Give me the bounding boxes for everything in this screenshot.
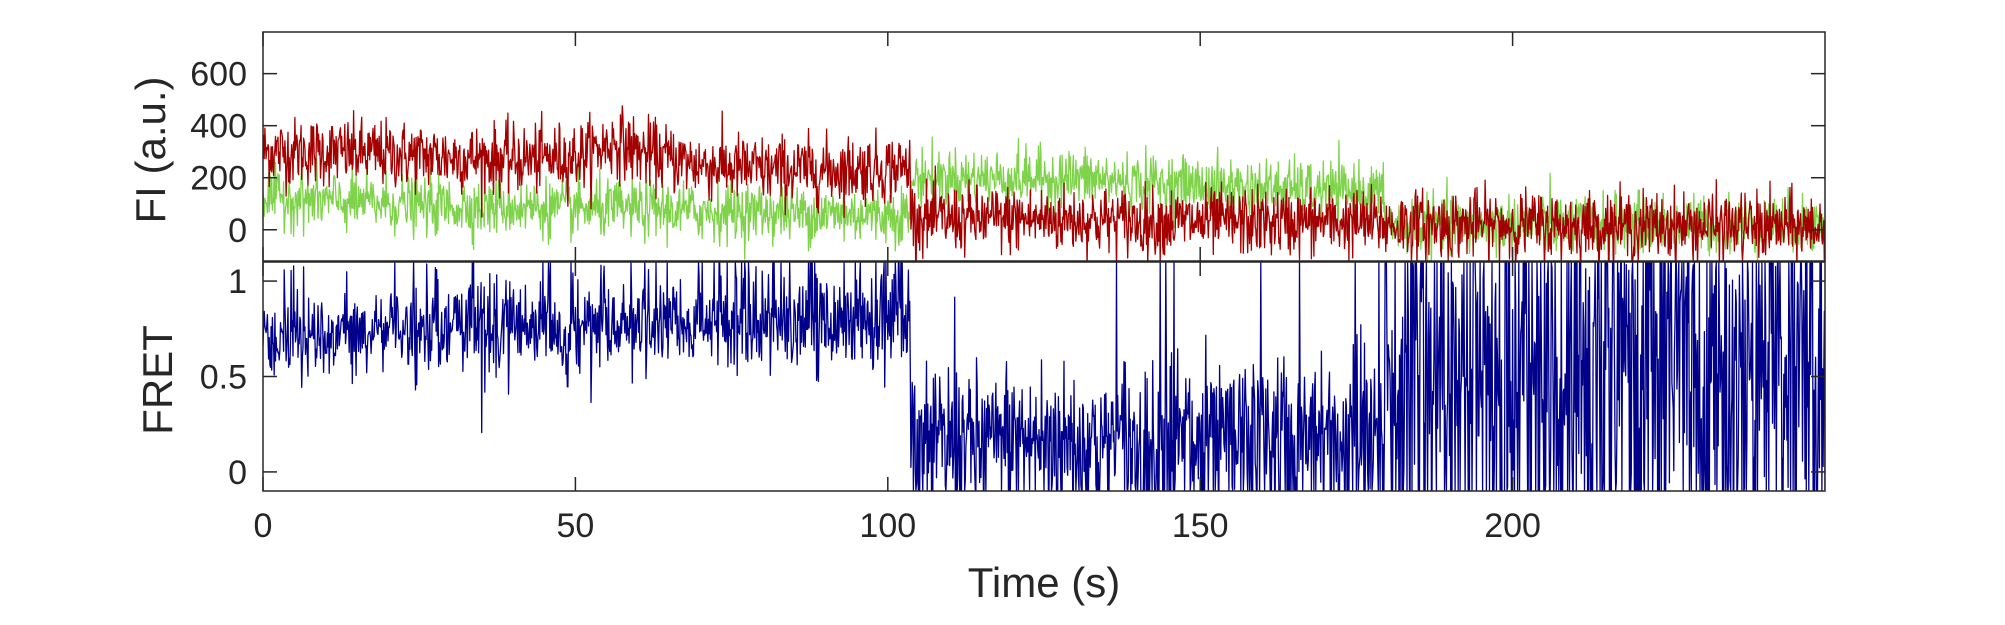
fret-y-tick-label: 1 [228, 263, 247, 301]
fret-y-tick-label: 0 [228, 454, 247, 492]
intensity-y-tick-label: 200 [190, 160, 247, 198]
time-x-tick-label: 0 [254, 507, 273, 545]
time-x-tick-label: 100 [859, 507, 916, 545]
intensity-traces [263, 105, 1825, 261]
fret-y-axis-label: FRET [134, 325, 181, 435]
acceptor-intensity-trace [263, 105, 1825, 261]
time-x-ticks: 0 50 100 150 200 [254, 32, 1541, 545]
intensity-y-tick-label: 400 [190, 108, 247, 146]
fret-efficiency-trace [263, 262, 1825, 491]
intensity-y-ticks: 0 200 400 600 [190, 56, 1825, 250]
intensity-y-tick-label: 600 [190, 56, 247, 94]
time-x-tick-label: 200 [1484, 507, 1541, 545]
fret-traces [263, 262, 1825, 491]
intensity-axes-frame [262, 31, 1826, 262]
fret-panel: 00.51 0 50 100 150 200 FRET Time (s) [134, 32, 1826, 606]
time-x-tick-label: 150 [1172, 507, 1229, 545]
intensity-y-tick-label: 0 [228, 212, 247, 250]
fret-y-ticks: 00.51 [200, 263, 1825, 492]
intensity-panel: 0 200 400 600 FI (a.u.) [127, 31, 1826, 262]
time-x-tick-label: 50 [556, 507, 594, 545]
intensity-y-axis-label: FI (a.u.) [127, 76, 174, 223]
fret-y-tick-label: 0.5 [200, 359, 247, 397]
time-x-axis-label: Time (s) [968, 559, 1120, 606]
